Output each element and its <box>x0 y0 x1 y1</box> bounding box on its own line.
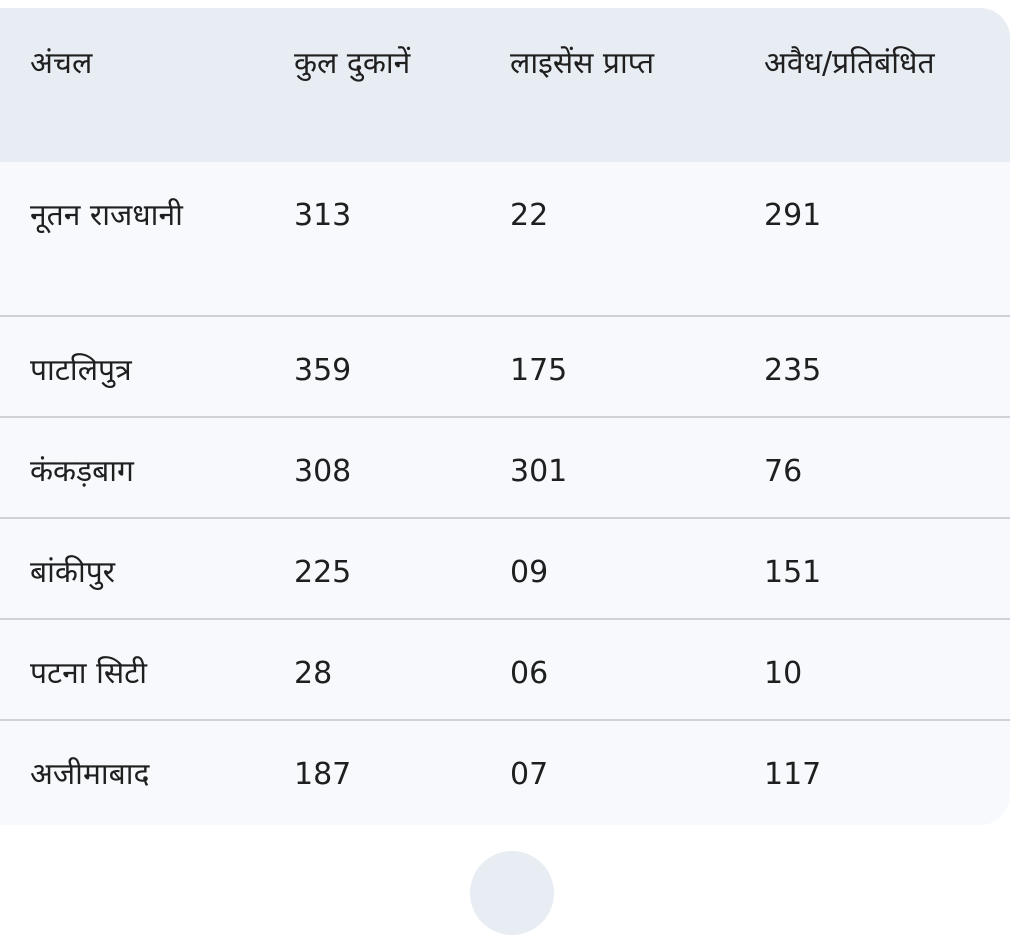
cell-total-shops: 187 <box>294 719 510 821</box>
cell-zone: बांकीपुर <box>0 517 294 619</box>
cell-total-shops: 225 <box>294 517 510 619</box>
cell-illegal: 291 <box>764 198 822 233</box>
cell-licensed: 22 <box>510 198 549 233</box>
cell-zone: पटना सिटी <box>0 618 294 720</box>
column-header-zone: अंचल <box>30 46 93 81</box>
cell-zone: पाटलिपुत्र <box>0 315 294 417</box>
table-row: बांकीपुर 225 09 151 <box>0 517 1010 619</box>
cell-illegal: 10 <box>764 618 1010 720</box>
cell-licensed: 301 <box>510 416 764 518</box>
column-header-total-shops: कुल दुकानें <box>294 46 411 81</box>
cell-total-shops: 359 <box>294 315 510 417</box>
cell-total-shops: 308 <box>294 416 510 518</box>
cell-total-shops: 313 <box>294 198 352 233</box>
table-row: नूतन राजधानी 313 22 291 <box>0 162 1010 316</box>
column-header-illegal: अवैध/प्रतिबंधित <box>764 46 935 81</box>
scroll-button[interactable] <box>470 851 554 935</box>
cell-illegal: 76 <box>764 416 1010 518</box>
cell-illegal: 151 <box>764 517 1010 619</box>
cell-zone: नूतन राजधानी <box>30 198 183 233</box>
table-row: अजीमाबाद 187 07 117 <box>0 719 1010 821</box>
cell-licensed: 07 <box>510 719 764 821</box>
data-table-card: अंचल कुल दुकानें लाइसेंस प्राप्त अवैध/प्… <box>0 8 1010 825</box>
cell-licensed: 175 <box>510 315 764 417</box>
cell-zone: कंकड़बाग <box>0 416 294 518</box>
cell-zone: अजीमाबाद <box>0 719 294 821</box>
cell-illegal: 235 <box>764 315 1010 417</box>
table-header-row: अंचल कुल दुकानें लाइसेंस प्राप्त अवैध/प्… <box>0 8 1010 162</box>
table-row: पटना सिटी 28 06 10 <box>0 618 1010 720</box>
cell-licensed: 06 <box>510 618 764 720</box>
cell-total-shops: 28 <box>294 618 510 720</box>
cell-illegal: 117 <box>764 719 1010 821</box>
data-table: अंचल कुल दुकानें लाइसेंस प्राप्त अवैध/प्… <box>0 8 1010 821</box>
table-row: पाटलिपुत्र 359 175 235 <box>0 315 1010 417</box>
table-row: कंकड़बाग 308 301 76 <box>0 416 1010 518</box>
column-header-licensed: लाइसेंस प्राप्त <box>510 46 655 81</box>
cell-licensed: 09 <box>510 517 764 619</box>
